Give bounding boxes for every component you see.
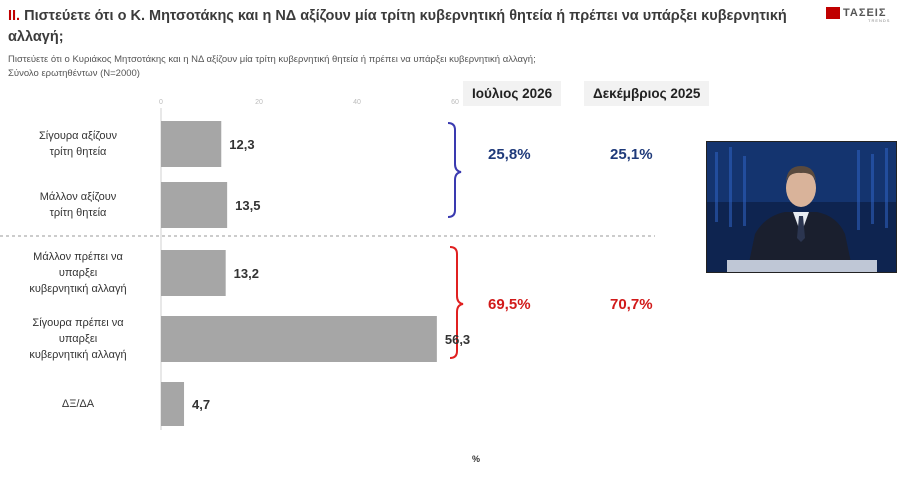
x-tick-label: 0 bbox=[159, 99, 163, 106]
subtitle-question: Πιστεύετε ότι ο Κυριάκος Μητσοτάκης και … bbox=[8, 54, 536, 65]
brand-logo: ΤΑΣΕΙΣ TRENDS bbox=[826, 4, 892, 23]
negative-bracket bbox=[449, 246, 464, 359]
title-text: Πιστεύετε ότι ο Κ. Μητσοτάκης και η ΝΔ α… bbox=[8, 8, 787, 45]
bar bbox=[161, 182, 228, 228]
x-tick-label: 40 bbox=[353, 99, 361, 106]
bar-value-label: 12,3 bbox=[229, 137, 254, 152]
subtitle-sample: Σύνολο ερωτηθέντων (N=2000) bbox=[8, 68, 140, 79]
category-label: Σίγουρα πρέπει να υπαρξει κυβερνητική αλλα… bbox=[3, 315, 153, 363]
chart-subtitle: Πιστεύετε ότι ο Κυριάκος Μητσοτάκης και … bbox=[8, 53, 536, 81]
category-label-line: Σίγουρα αξίζουν bbox=[38, 130, 118, 142]
positive-december-value: 25,1% bbox=[610, 146, 653, 163]
bar bbox=[161, 382, 185, 426]
positive-july-value: 25,8% bbox=[488, 146, 531, 163]
bar-value-label: 13,5 bbox=[235, 198, 260, 213]
logo-subtext: TRENDS bbox=[868, 18, 891, 23]
bar bbox=[161, 316, 437, 362]
bar-value-label: 4,7 bbox=[192, 397, 210, 412]
x-tick-label: 20 bbox=[255, 99, 263, 106]
category-label-line: κυβερνητική αλλαγή bbox=[29, 283, 127, 295]
category-label-line: ΔΞ/ΔΑ bbox=[61, 398, 95, 410]
category-label-line: Σίγουρα πρέπει να bbox=[32, 317, 124, 329]
category-label-line: Μάλλον πρέπει να bbox=[33, 251, 123, 263]
speaker-photo bbox=[706, 141, 897, 273]
column-header-december: Δεκέμβριος 2025 bbox=[584, 81, 710, 106]
title-number: II. bbox=[8, 8, 21, 24]
logo-mark-icon bbox=[826, 7, 840, 19]
x-tick-label: 60 bbox=[451, 99, 459, 106]
negative-july-value: 69,5% bbox=[488, 296, 531, 313]
category-label-line: τρίτη θητεία bbox=[49, 146, 107, 158]
category-label: ΔΞ/ΔΑ bbox=[3, 396, 153, 412]
chart-title: II. Πιστεύετε ότι ο Κ. Μητσοτάκης και η … bbox=[8, 6, 808, 48]
category-label-line: τρίτη θητεία bbox=[49, 207, 107, 219]
negative-december-value: 70,7% bbox=[610, 296, 653, 313]
category-label-line: κυβερνητική αλλαγή bbox=[29, 349, 127, 361]
category-label: Σίγουρα αξίζουν τρίτη θητεία bbox=[3, 128, 153, 160]
positive-bracket bbox=[447, 122, 462, 218]
bar bbox=[161, 121, 222, 167]
bar bbox=[161, 250, 226, 296]
category-label: Μάλλον αξίζουν τρίτη θητεία bbox=[3, 189, 153, 221]
category-label: Μάλλον πρέπει να υπαρξει κυβερνητική αλλαγ… bbox=[3, 249, 153, 297]
category-label-line: υπαρξει bbox=[58, 267, 98, 279]
bar-value-label: 13,2 bbox=[234, 266, 259, 281]
bar-value-label: 56,3 bbox=[445, 332, 470, 347]
logo-text: ΤΑΣΕΙΣ bbox=[843, 7, 887, 19]
column-header-july: Ιούλιος 2026 bbox=[463, 81, 562, 106]
unit-label: % bbox=[472, 454, 481, 464]
category-label-line: Μάλλον αξίζουν bbox=[39, 191, 117, 203]
category-label-line: υπαρξει bbox=[58, 333, 98, 345]
